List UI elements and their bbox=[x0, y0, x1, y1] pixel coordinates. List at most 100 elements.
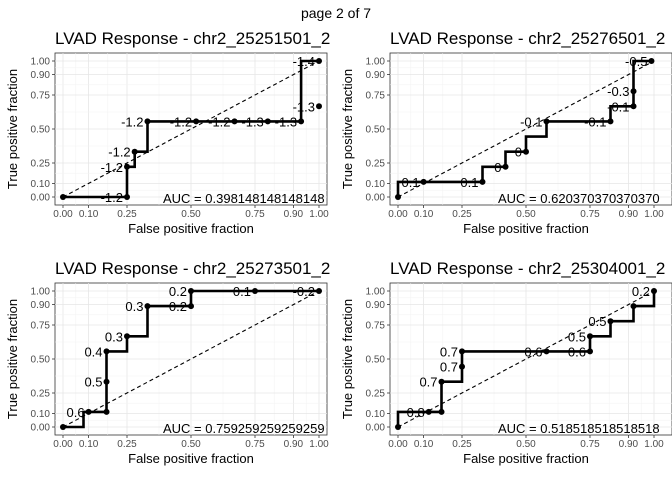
x-tick-label: 0.75 bbox=[580, 439, 600, 450]
y-tick-label: 1.00 bbox=[31, 287, 51, 298]
cutoff-point bbox=[188, 288, 194, 294]
grid bbox=[390, 283, 672, 435]
cutoff-label: 0.7 bbox=[419, 375, 437, 390]
cutoff-label: 0.3 bbox=[125, 299, 143, 314]
cutoff-point bbox=[523, 148, 529, 155]
cutoff-point bbox=[630, 303, 637, 310]
x-tick-label: 1.00 bbox=[309, 209, 329, 220]
x-tick-label: 0.00 bbox=[53, 209, 73, 220]
roc-curve bbox=[63, 59, 319, 199]
x-tick-label: 0.25 bbox=[117, 439, 137, 450]
y-tick-label: 0.50 bbox=[366, 125, 386, 136]
cutoff-point bbox=[630, 103, 637, 110]
y-tick-label: 0.50 bbox=[31, 125, 51, 136]
cutoff-point bbox=[607, 318, 614, 325]
x-tick-label: 0.90 bbox=[619, 209, 639, 220]
cutoff-label: -1.3 bbox=[275, 114, 297, 129]
y-axis-title: True positive fraction bbox=[340, 69, 355, 189]
y-tick-label: 0.25 bbox=[31, 159, 51, 170]
cutoff-label: -0.1 bbox=[520, 114, 542, 129]
x-tick-label: 0.90 bbox=[284, 209, 304, 220]
cutoff-label: -0.3 bbox=[607, 84, 629, 99]
cutoff-label: 0.6 bbox=[568, 344, 586, 359]
cutoff-point bbox=[298, 118, 305, 125]
y-tick-label: 0.90 bbox=[31, 70, 51, 81]
roc-panel-3: LVAD Response - chr2_25273501_2 0.00 0.10 0… bbox=[5, 259, 330, 466]
x-tick-label: 0.50 bbox=[181, 439, 201, 450]
cutoff-label: -0.1 bbox=[607, 99, 629, 114]
y-tick-label: 0.75 bbox=[31, 321, 51, 332]
cutoff-point bbox=[60, 194, 66, 200]
y-tick-label: 0.00 bbox=[31, 423, 51, 434]
cutoff-point bbox=[124, 163, 130, 170]
x-axis-title: False positive fraction bbox=[128, 221, 254, 236]
cutoff-label: -1.3 bbox=[241, 114, 263, 129]
y-tick-label: 0.50 bbox=[366, 355, 386, 366]
cutoff-point bbox=[438, 378, 445, 385]
cutoff-point bbox=[459, 348, 465, 355]
cutoff-point bbox=[459, 363, 465, 370]
cutoff-point bbox=[420, 178, 427, 185]
cutoff-point bbox=[131, 148, 138, 155]
cutoff-label: 0.5 bbox=[588, 314, 606, 329]
y-tick-label: 0.25 bbox=[366, 389, 386, 400]
roc-panel-1: LVAD Response - chr2_25251501_2 0.00 0.10 0… bbox=[5, 29, 330, 236]
y-axis-title: True positive fraction bbox=[5, 69, 20, 189]
cutoff-label: -1.2 bbox=[170, 114, 192, 129]
cutoff-point bbox=[316, 103, 322, 110]
cutoff-label: -0.1 bbox=[584, 114, 606, 129]
y-tick-label: 0.10 bbox=[31, 409, 51, 420]
cutoff-label: 0.2 bbox=[169, 299, 187, 314]
cutoff-point bbox=[103, 348, 110, 355]
cutoff-label: 0.7 bbox=[440, 344, 458, 359]
page-title: page 2 of 7 bbox=[301, 5, 371, 21]
roc-panel-2: LVAD Response - chr2_25276501_20.00 0.10 0… bbox=[340, 29, 672, 236]
y-tick-label: 0.25 bbox=[31, 389, 51, 400]
cutoff-point bbox=[502, 163, 509, 170]
cutoff-point bbox=[395, 194, 401, 200]
cutoff-label: -1.2 bbox=[121, 114, 143, 129]
cutoff-point bbox=[124, 194, 130, 200]
cutoff-label: -0.5 bbox=[625, 54, 647, 69]
y-tick-label: 0.75 bbox=[366, 321, 386, 332]
y-tick-label: 0.75 bbox=[366, 91, 386, 102]
panel-title: LVAD Response - chr2_25304001_2 bbox=[390, 259, 665, 278]
reference-diagonal bbox=[62, 290, 320, 428]
cutoff-label: 0.2 bbox=[169, 284, 187, 299]
cutoff-label: -0.2 bbox=[293, 284, 315, 299]
x-tick-label: 1.00 bbox=[644, 209, 664, 220]
cutoff-point bbox=[85, 408, 92, 415]
cutoff-label: 0.3 bbox=[105, 329, 123, 344]
x-tick-label: 0.10 bbox=[414, 439, 434, 450]
roc-panel-4: LVAD Response - chr2_25304001_2 0.00 0.10 0… bbox=[340, 259, 672, 466]
panel-title: LVAD Response - chr2_25276501_2 bbox=[390, 29, 665, 48]
x-tick-label: 0.50 bbox=[181, 209, 201, 220]
cutoff-point bbox=[630, 88, 637, 95]
x-tick-label: 0.10 bbox=[79, 439, 99, 450]
cutoff-point bbox=[231, 118, 238, 125]
cutoff-point bbox=[103, 408, 110, 415]
cutoff-label: 0.8 bbox=[407, 405, 425, 420]
x-tick-label: 0.90 bbox=[284, 439, 304, 450]
y-tick-label: 0.00 bbox=[366, 423, 386, 434]
cutoff-label: 0.1 bbox=[460, 175, 478, 190]
x-tick-label: 0.90 bbox=[619, 439, 639, 450]
cutoff-point bbox=[124, 333, 130, 340]
cutoff-label: 0.4 bbox=[84, 344, 102, 359]
cutoff-point bbox=[264, 118, 271, 125]
auc-label: AUC = 0.398148148148148 bbox=[163, 191, 325, 206]
x-tick-label: 0.10 bbox=[79, 209, 99, 220]
x-tick-label: 0.25 bbox=[117, 209, 137, 220]
cutoff-label: 0.6 bbox=[524, 344, 542, 359]
x-axis-title: False positive fraction bbox=[463, 451, 589, 466]
y-axis-title: True positive fraction bbox=[340, 299, 355, 419]
y-tick-label: 0.50 bbox=[31, 355, 51, 366]
cutoff-point bbox=[543, 118, 550, 125]
cutoff-point bbox=[425, 408, 432, 415]
x-axis-title: False positive fraction bbox=[128, 451, 254, 466]
cutoff-point bbox=[316, 58, 322, 64]
auc-label: AUC = 0.518518518518518 bbox=[498, 421, 660, 436]
y-tick-label: 0.00 bbox=[31, 193, 51, 204]
cutoff-point bbox=[103, 378, 110, 385]
x-tick-label: 0.75 bbox=[245, 439, 265, 450]
